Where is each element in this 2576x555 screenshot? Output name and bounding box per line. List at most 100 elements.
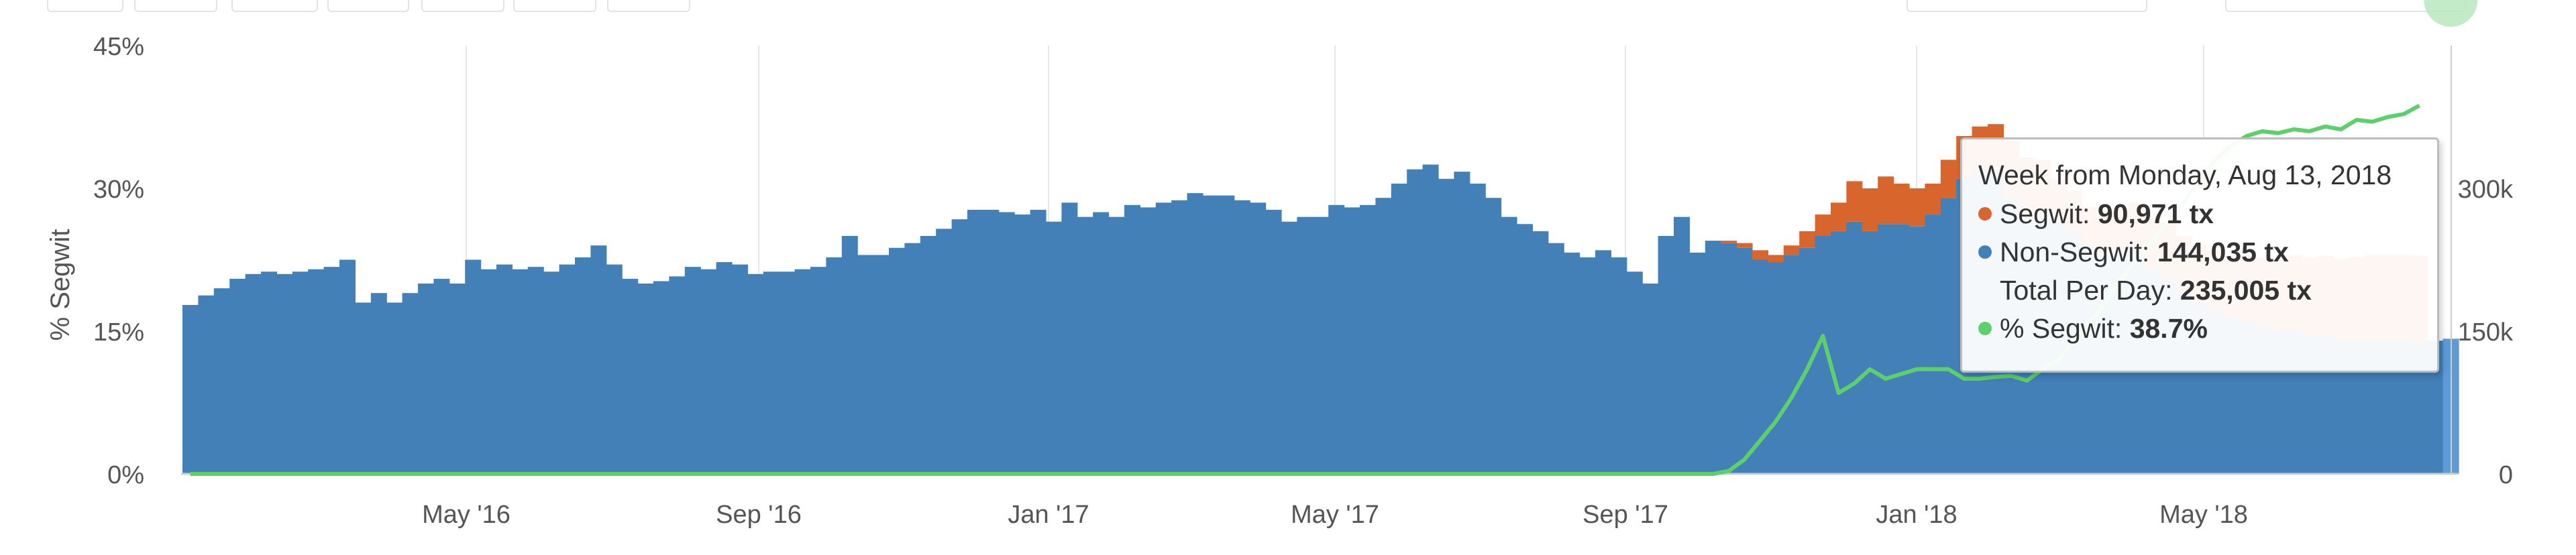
- non-segwit-bar[interactable]: [606, 264, 623, 474]
- non-segwit-bar[interactable]: [543, 271, 560, 474]
- non-segwit-bar[interactable]: [1218, 195, 1235, 474]
- non-segwit-bar[interactable]: [213, 288, 230, 474]
- non-segwit-bar[interactable]: [465, 259, 482, 475]
- non-segwit-bar[interactable]: [936, 229, 953, 474]
- non-segwit-bar[interactable]: [1846, 221, 1863, 474]
- non-segwit-bar[interactable]: [794, 269, 811, 474]
- non-segwit-bar[interactable]: [1783, 255, 1800, 474]
- non-segwit-bar[interactable]: [1187, 193, 1203, 474]
- non-segwit-bar[interactable]: [1360, 204, 1376, 474]
- non-segwit-bar[interactable]: [1595, 250, 1611, 474]
- non-segwit-bar[interactable]: [1909, 226, 1925, 474]
- non-segwit-bar[interactable]: [1124, 204, 1140, 474]
- non-segwit-bar[interactable]: [276, 273, 293, 474]
- non-segwit-bar[interactable]: [1642, 284, 1659, 474]
- non-segwit-bar[interactable]: [1689, 252, 1706, 474]
- non-segwit-bar[interactable]: [1626, 271, 1643, 474]
- segwit-bar[interactable]: [1925, 183, 1941, 215]
- non-segwit-bar[interactable]: [669, 276, 686, 474]
- non-segwit-bar[interactable]: [198, 295, 215, 474]
- non-segwit-bar[interactable]: [1046, 221, 1062, 474]
- non-segwit-bar[interactable]: [1140, 207, 1157, 474]
- range-button[interactable]: [47, 0, 123, 12]
- non-segwit-bar[interactable]: [747, 273, 764, 474]
- segwit-bar[interactable]: [1940, 160, 1957, 198]
- non-segwit-bar[interactable]: [622, 278, 639, 474]
- non-segwit-bar[interactable]: [841, 236, 858, 474]
- non-segwit-bar[interactable]: [1438, 178, 1454, 474]
- non-segwit-bar[interactable]: [920, 236, 936, 474]
- non-segwit-bar[interactable]: [1061, 202, 1078, 474]
- non-segwit-bar[interactable]: [1030, 209, 1046, 474]
- non-segwit-bar[interactable]: [1234, 200, 1250, 474]
- non-segwit-bar[interactable]: [1422, 164, 1439, 475]
- non-segwit-bar[interactable]: [480, 269, 497, 474]
- non-segwit-bar[interactable]: [308, 269, 325, 474]
- non-segwit-bar[interactable]: [527, 267, 544, 474]
- non-segwit-bar[interactable]: [323, 267, 340, 474]
- range-button[interactable]: [513, 0, 596, 12]
- non-segwit-bar[interactable]: [1344, 207, 1360, 474]
- non-segwit-bar[interactable]: [1940, 198, 1957, 474]
- non-segwit-bar[interactable]: [370, 293, 387, 474]
- segwit-bar[interactable]: [1768, 255, 1784, 263]
- non-segwit-bar[interactable]: [889, 247, 905, 474]
- non-segwit-bar[interactable]: [1925, 214, 1941, 474]
- segwit-bar[interactable]: [1783, 245, 1800, 255]
- non-segwit-bar[interactable]: [810, 267, 826, 474]
- non-segwit-bar[interactable]: [1281, 221, 1297, 474]
- non-segwit-bar[interactable]: [1532, 231, 1549, 474]
- non-segwit-bar[interactable]: [1658, 236, 1674, 474]
- non-segwit-bar[interactable]: [1014, 214, 1031, 474]
- non-segwit-bar[interactable]: [261, 271, 277, 474]
- non-segwit-bar[interactable]: [229, 278, 246, 474]
- non-segwit-bar[interactable]: [1862, 231, 1878, 474]
- non-segwit-bar[interactable]: [1721, 243, 1737, 474]
- non-segwit-bar[interactable]: [1077, 217, 1093, 474]
- non-segwit-bar[interactable]: [449, 284, 466, 474]
- non-segwit-bar[interactable]: [873, 255, 890, 474]
- non-segwit-bar[interactable]: [1564, 252, 1580, 474]
- segwit-bar[interactable]: [1909, 188, 1925, 227]
- non-segwit-bar[interactable]: [402, 293, 419, 474]
- non-segwit-bar[interactable]: [512, 269, 529, 474]
- non-segwit-bar[interactable]: [857, 255, 874, 474]
- non-segwit-bar[interactable]: [1768, 262, 1784, 474]
- non-segwit-bar[interactable]: [1203, 195, 1219, 474]
- non-segwit-bar[interactable]: [1265, 209, 1282, 474]
- non-segwit-bar[interactable]: [904, 243, 921, 474]
- non-segwit-bar[interactable]: [1375, 198, 1392, 474]
- non-segwit-bar[interactable]: [1171, 200, 1188, 474]
- range-button[interactable]: [421, 0, 504, 12]
- non-segwit-bar[interactable]: [732, 264, 748, 474]
- non-segwit-bar[interactable]: [951, 219, 968, 474]
- non-segwit-bar[interactable]: [1611, 257, 1627, 474]
- non-segwit-bar[interactable]: [637, 284, 654, 474]
- non-segwit-bar[interactable]: [826, 257, 843, 474]
- non-segwit-bar[interactable]: [1407, 169, 1424, 474]
- non-segwit-bar[interactable]: [653, 281, 669, 474]
- non-segwit-bar[interactable]: [1108, 217, 1125, 474]
- segwit-bar[interactable]: [1878, 176, 1894, 225]
- non-segwit-bar[interactable]: [1312, 217, 1329, 474]
- non-segwit-bar[interactable]: [1155, 202, 1172, 474]
- non-segwit-bar[interactable]: [418, 284, 434, 474]
- non-segwit-bar[interactable]: [1250, 202, 1267, 474]
- segwit-bar[interactable]: [1831, 202, 1847, 231]
- non-segwit-bar[interactable]: [1579, 257, 1596, 474]
- non-segwit-bar[interactable]: [1517, 224, 1533, 474]
- non-segwit-bar[interactable]: [983, 209, 1000, 474]
- segwit-bar[interactable]: [1893, 183, 1910, 225]
- non-segwit-bar[interactable]: [1297, 217, 1313, 474]
- non-segwit-bar[interactable]: [182, 304, 199, 474]
- non-segwit-bar[interactable]: [967, 209, 983, 474]
- non-segwit-bar[interactable]: [1454, 172, 1470, 474]
- non-segwit-bar[interactable]: [1391, 183, 1407, 474]
- non-segwit-bar[interactable]: [1485, 198, 1502, 474]
- segwit-bar[interactable]: [1862, 188, 1878, 231]
- non-segwit-bar[interactable]: [1674, 217, 1690, 474]
- non-segwit-bar[interactable]: [1548, 243, 1564, 474]
- export-control[interactable]: [1907, 0, 2147, 12]
- non-segwit-bar[interactable]: [1328, 204, 1345, 474]
- non-segwit-bar[interactable]: [1501, 217, 1517, 474]
